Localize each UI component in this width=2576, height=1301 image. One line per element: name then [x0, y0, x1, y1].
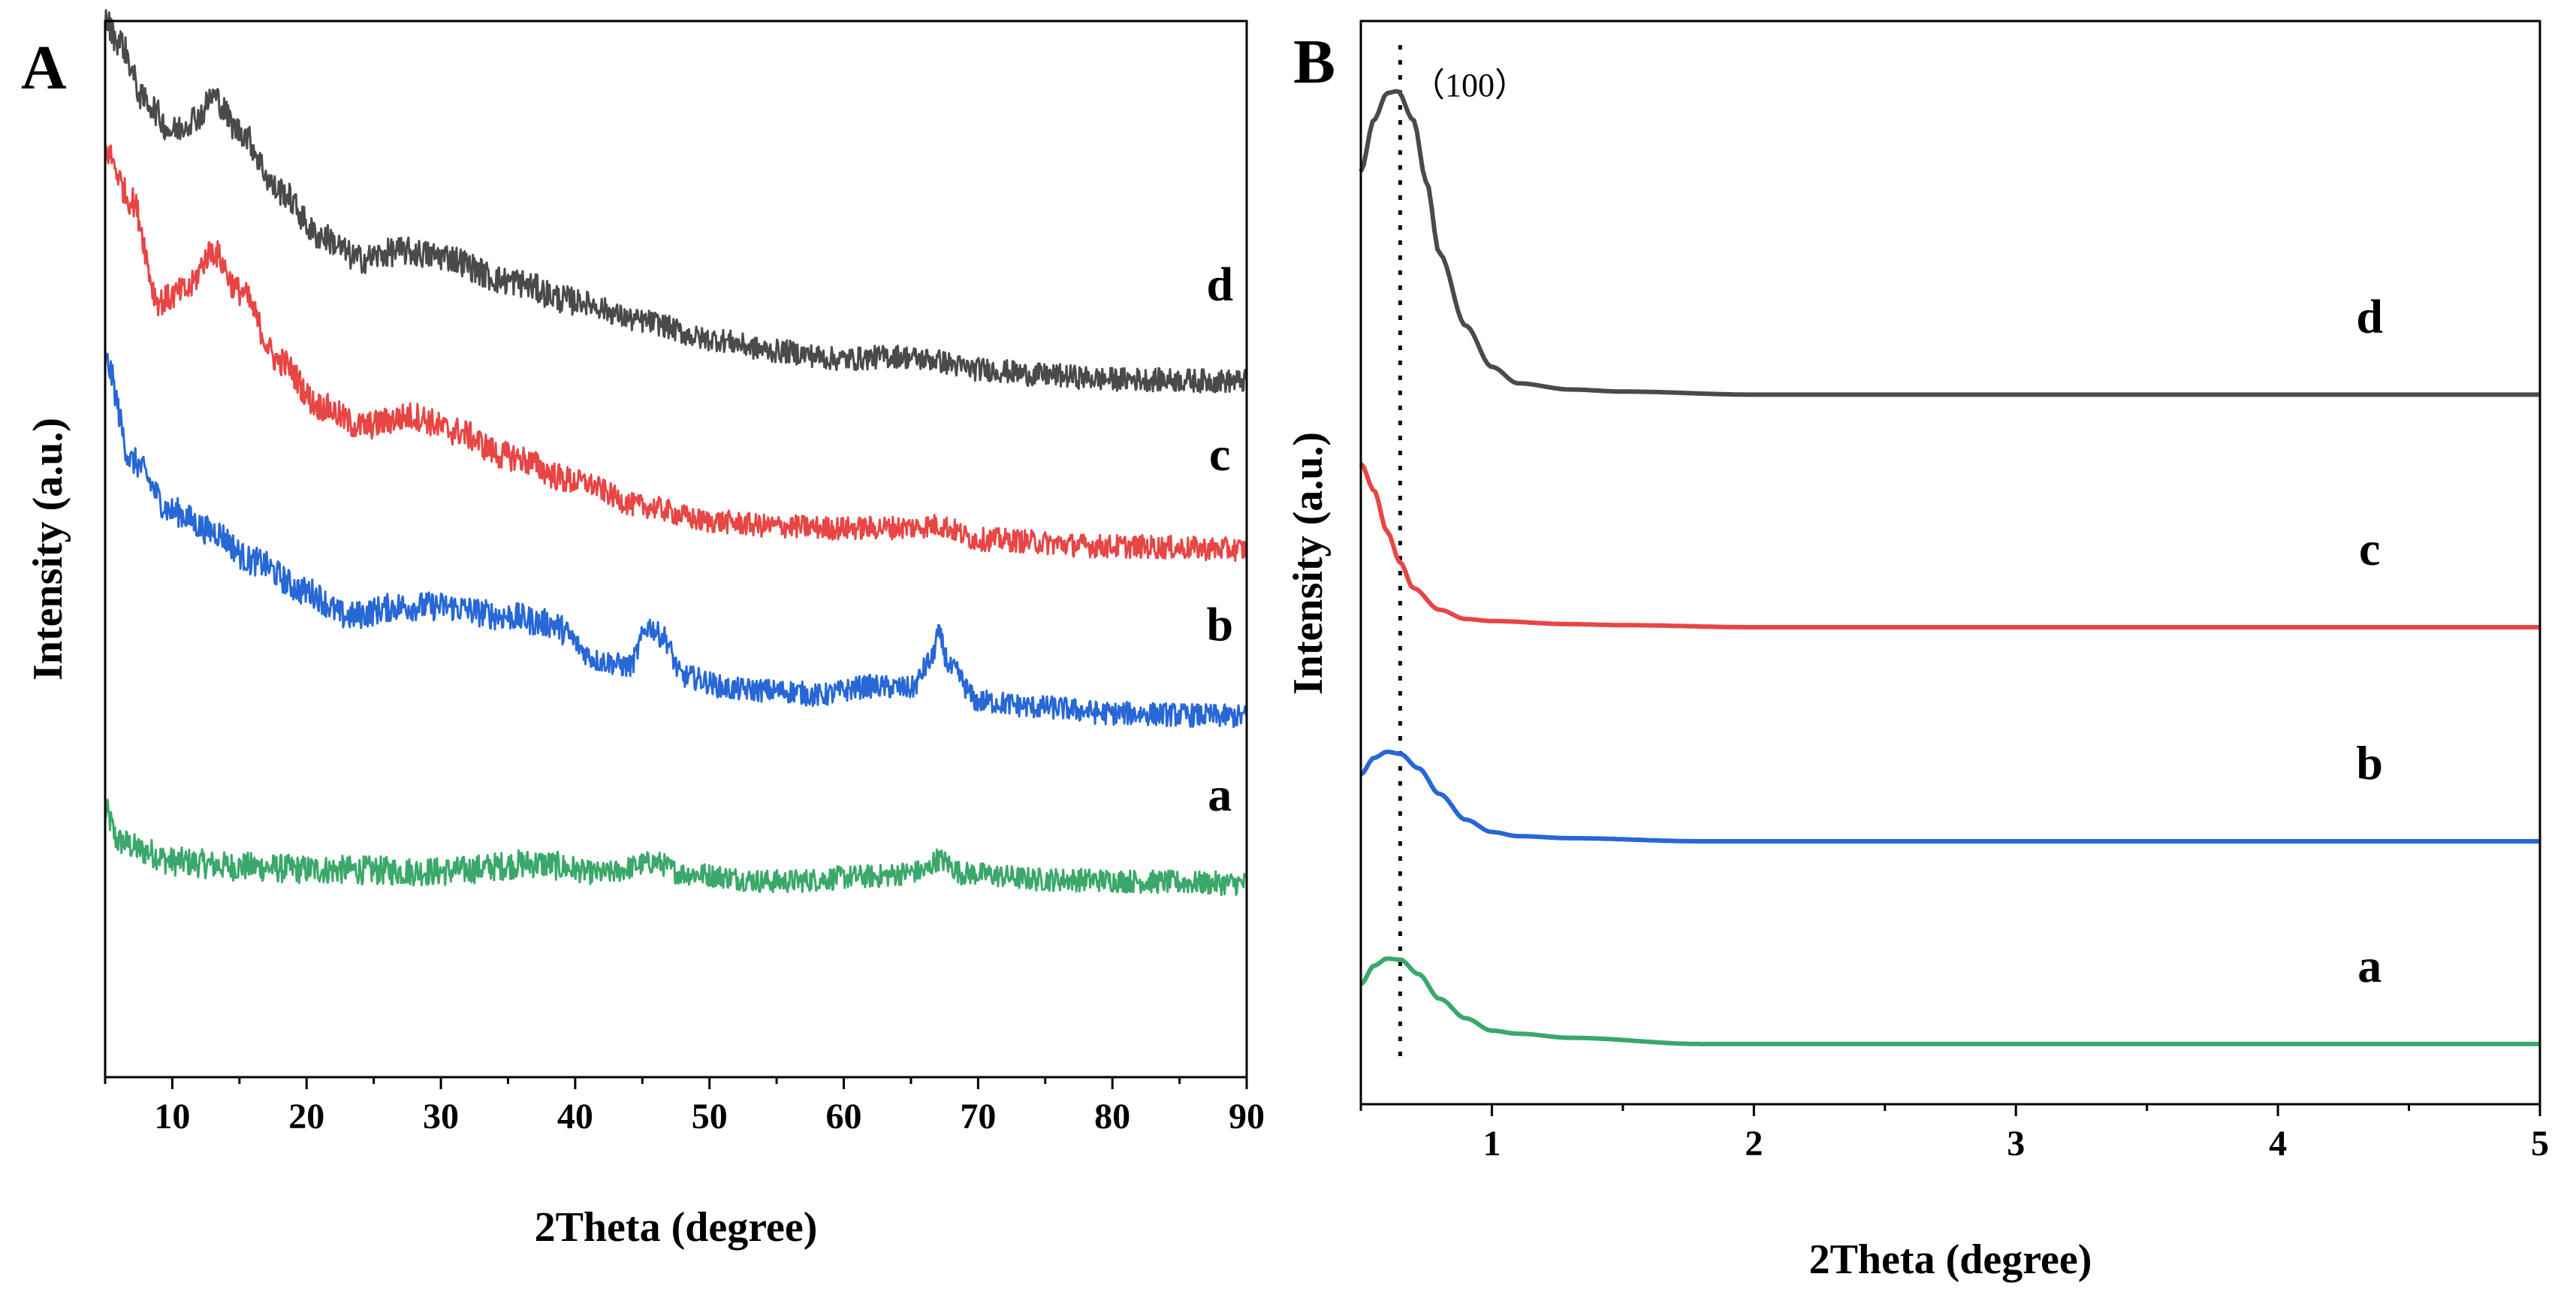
panel-b-x-axis: 1 2 3 4 5 [1359, 1104, 2549, 1164]
x-tick-label: 50 [692, 1097, 728, 1136]
curve-label-d: d [2356, 290, 2383, 343]
x-tick-label: 20 [288, 1097, 324, 1136]
x-tick-label: 10 [154, 1097, 190, 1136]
panel-b-label: B [1293, 27, 1335, 97]
x-tick-label: 4 [2269, 1124, 2287, 1164]
x-tick-label: 2 [1745, 1124, 1763, 1164]
panel-a-curve-labels: a b c d [1206, 258, 1233, 821]
panel-b: B 1 2 3 4 5 a b c d （100） 2Theta (degree) Inten… [1285, 20, 2549, 1283]
series-a-line [1359, 956, 2540, 1046]
x-tick-label: 40 [557, 1097, 593, 1136]
panel-a-frame [104, 20, 1248, 1079]
curve-label-c: c [1209, 427, 1230, 481]
curve-label-d: d [1206, 258, 1233, 311]
curve-label-b: b [1206, 597, 1233, 650]
panel-b-curves [1359, 89, 2540, 1046]
curve-label-b: b [2356, 736, 2383, 789]
x-tick-label: 80 [1094, 1097, 1130, 1136]
series-a-line [104, 798, 1247, 896]
panel-b-curve-labels: a b c d [2356, 290, 2383, 992]
panel-a-curves [104, 9, 1248, 896]
series-c-line [104, 144, 1248, 563]
series-c-line [1359, 462, 2540, 629]
x-tick-label: 90 [1229, 1097, 1265, 1136]
panel-a-x-axis: 10 20 30 40 50 60 70 80 90 [104, 1077, 1265, 1136]
x-tick-label: 5 [2531, 1124, 2549, 1164]
series-d-line [104, 9, 1248, 394]
x-tick-label: 3 [2007, 1124, 2025, 1164]
series-b-line [1359, 749, 2540, 844]
panel-a: A 10 20 30 40 50 60 70 80 90 a b c d 2Theta (degree… [21, 9, 1265, 1251]
x-tick-label: 70 [960, 1097, 996, 1136]
series-d-line [1359, 89, 2540, 397]
x-tick-label: 30 [423, 1097, 459, 1136]
panel-b-x-axis-title: 2Theta (degree) [1809, 1236, 2092, 1283]
panel-b-frame [1359, 20, 2541, 1106]
series-b-line [104, 352, 1248, 729]
x-tick-label: 1 [1483, 1124, 1501, 1164]
peak-100-annotation: （100） [1412, 67, 1528, 104]
curve-label-a: a [1208, 768, 1232, 821]
panel-b-y-axis-title: Intensity (a.u.) [1285, 432, 1332, 695]
panel-a-x-axis-title: 2Theta (degree) [535, 1204, 818, 1251]
curve-label-c: c [2359, 522, 2380, 575]
x-tick-label: 60 [826, 1097, 862, 1136]
panel-a-y-axis-title: Intensity (a.u.) [25, 418, 71, 681]
curve-label-a: a [2357, 939, 2381, 992]
panel-a-label: A [21, 33, 67, 103]
